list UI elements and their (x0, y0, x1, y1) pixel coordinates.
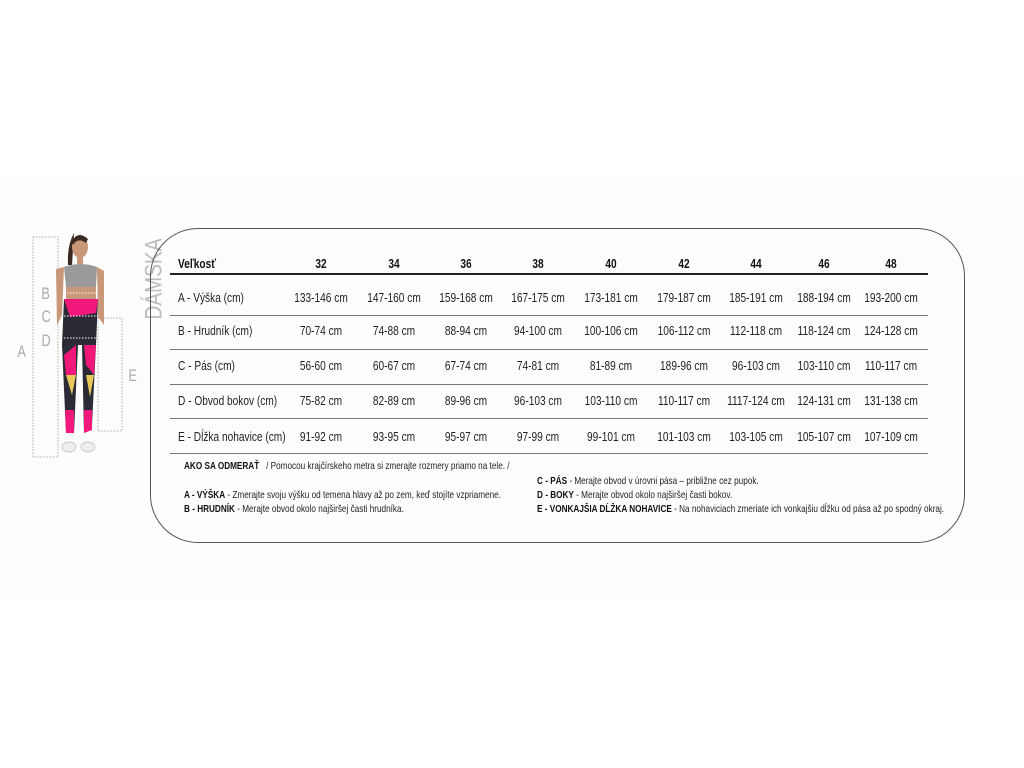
table-cell: 93-95 cm (372, 429, 416, 444)
row-divider (170, 349, 928, 350)
header-size-46: 46 (818, 256, 830, 271)
header-size-42: 42 (678, 256, 690, 271)
table-cell: 96-103 cm (514, 393, 562, 408)
note-b: B - HRUDNÍK - Merajte obvod okolo najšir… (184, 503, 404, 515)
table-cell: 173-181 cm (584, 290, 638, 305)
table-cell: 94-100 cm (514, 323, 562, 338)
header-size-label: Veľkosť (178, 256, 217, 271)
header-size-36: 36 (460, 256, 472, 271)
table-cell: 60-67 cm (372, 358, 416, 373)
note-key: A - VÝŠKA (184, 489, 226, 501)
table-cell: 91-92 cm (299, 429, 343, 444)
note-key: E - VONKAJŠIA DĹŽKA NOHAVICE (537, 503, 672, 515)
table-cell: 124-128 cm (864, 323, 918, 338)
note-c: C - PÁS - Merajte obvod v úrovni pása – … (537, 475, 759, 487)
label-b: B (41, 284, 50, 303)
table-cell: 70-74 cm (299, 323, 343, 338)
table-cell: 81-89 cm (589, 358, 633, 373)
row-label: C - Pás (cm) (178, 358, 235, 373)
header-divider (170, 273, 928, 275)
table-cell: 107-109 cm (864, 429, 918, 444)
table-cell: 99-101 cm (587, 429, 635, 444)
row-divider (170, 418, 928, 419)
header-size-40: 40 (605, 256, 617, 271)
table-cell: 118-124 cm (797, 323, 851, 338)
header-size-44: 44 (750, 256, 762, 271)
note-text: - Zmerajte svoju výšku od temena hlavy a… (225, 489, 501, 501)
table-cell: 188-194 cm (797, 290, 851, 305)
table-cell: 110-117 cm (864, 358, 918, 373)
table-cell: 124-131 cm (797, 393, 851, 408)
row-label: D - Obvod bokov (cm) (178, 393, 278, 408)
row-label: A - Výška (cm) (178, 290, 244, 305)
note-text: - Merajte obvod v úrovni pása – približn… (567, 475, 759, 487)
table-cell: 106-112 cm (657, 323, 711, 338)
label-a: A (17, 342, 26, 361)
table-cell: 189-96 cm (660, 358, 708, 373)
table-cell: 96-103 cm (732, 358, 780, 373)
row-label: B - Hrudník (cm) (178, 323, 253, 338)
table-cell: 110-117 cm (657, 393, 711, 408)
note-text: - Merajte obvod okolo najširšej časti bo… (573, 489, 733, 501)
table-cell: 131-138 cm (864, 393, 918, 408)
table-cell: 1117-124 cm (727, 393, 785, 408)
table-cell: 103-110 cm (797, 358, 851, 373)
table-cell: 82-89 cm (372, 393, 416, 408)
table-cell: 167-175 cm (511, 290, 565, 305)
notes-title: AKO SA ODMERAŤ (184, 460, 260, 472)
row-label: E - Dĺžka nohavice (cm) (178, 429, 286, 444)
table-cell: 159-168 cm (439, 290, 493, 305)
header-size-38: 38 (532, 256, 544, 271)
note-key: C - PÁS (537, 475, 568, 487)
table-cell: 103-105 cm (729, 429, 783, 444)
table-cell: 103-110 cm (584, 393, 638, 408)
row-divider (170, 453, 928, 454)
table-cell: 193-200 cm (864, 290, 918, 305)
table-cell: 185-191 cm (729, 290, 783, 305)
table-cell: 74-81 cm (516, 358, 560, 373)
label-d: D (41, 331, 51, 350)
model-figure (20, 225, 150, 465)
size-chart-panel (150, 228, 965, 543)
note-text: - Na nohaviciach zmeriate ich vonkajšiu … (671, 503, 945, 515)
table-cell: 67-74 cm (444, 358, 488, 373)
row-divider (170, 384, 928, 385)
table-cell: 56-60 cm (299, 358, 343, 373)
note-a: A - VÝŠKA - Zmerajte svoju výšku od teme… (184, 489, 501, 501)
table-cell: 97-99 cm (516, 429, 560, 444)
note-d: D - BOKY - Merajte obvod okolo najširšej… (537, 489, 732, 501)
table-cell: 88-94 cm (444, 323, 488, 338)
label-c: C (41, 307, 51, 326)
header-size-34: 34 (388, 256, 400, 271)
table-cell: 179-187 cm (657, 290, 711, 305)
header-size-32: 32 (315, 256, 327, 271)
note-key: D - BOKY (537, 489, 574, 501)
table-cell: 74-88 cm (372, 323, 416, 338)
note-key: B - HRUDNÍK (184, 503, 235, 515)
notes-intro-text: / Pomocou krajčírskeho metra si zmerajte… (266, 460, 510, 472)
row-divider (170, 315, 928, 316)
table-cell: 89-96 cm (444, 393, 488, 408)
note-e: E - VONKAJŠIA DĹŽKA NOHAVICE - Na nohavi… (537, 503, 944, 515)
table-cell: 133-146 cm (294, 290, 348, 305)
notes-intro: AKO SA ODMERAŤ / Pomocou krajčírskeho me… (184, 460, 510, 472)
header-size-48: 48 (885, 256, 897, 271)
table-cell: 101-103 cm (657, 429, 711, 444)
table-cell: 95-97 cm (444, 429, 488, 444)
note-text: - Merajte obvod okolo najširšej časti hr… (234, 503, 404, 515)
table-cell: 75-82 cm (299, 393, 343, 408)
model-illustration (32, 233, 123, 458)
table-cell: 105-107 cm (797, 429, 851, 444)
label-e: E (128, 366, 137, 385)
table-cell: 147-160 cm (367, 290, 421, 305)
table-cell: 100-106 cm (584, 323, 638, 338)
table-cell: 112-118 cm (729, 323, 783, 338)
